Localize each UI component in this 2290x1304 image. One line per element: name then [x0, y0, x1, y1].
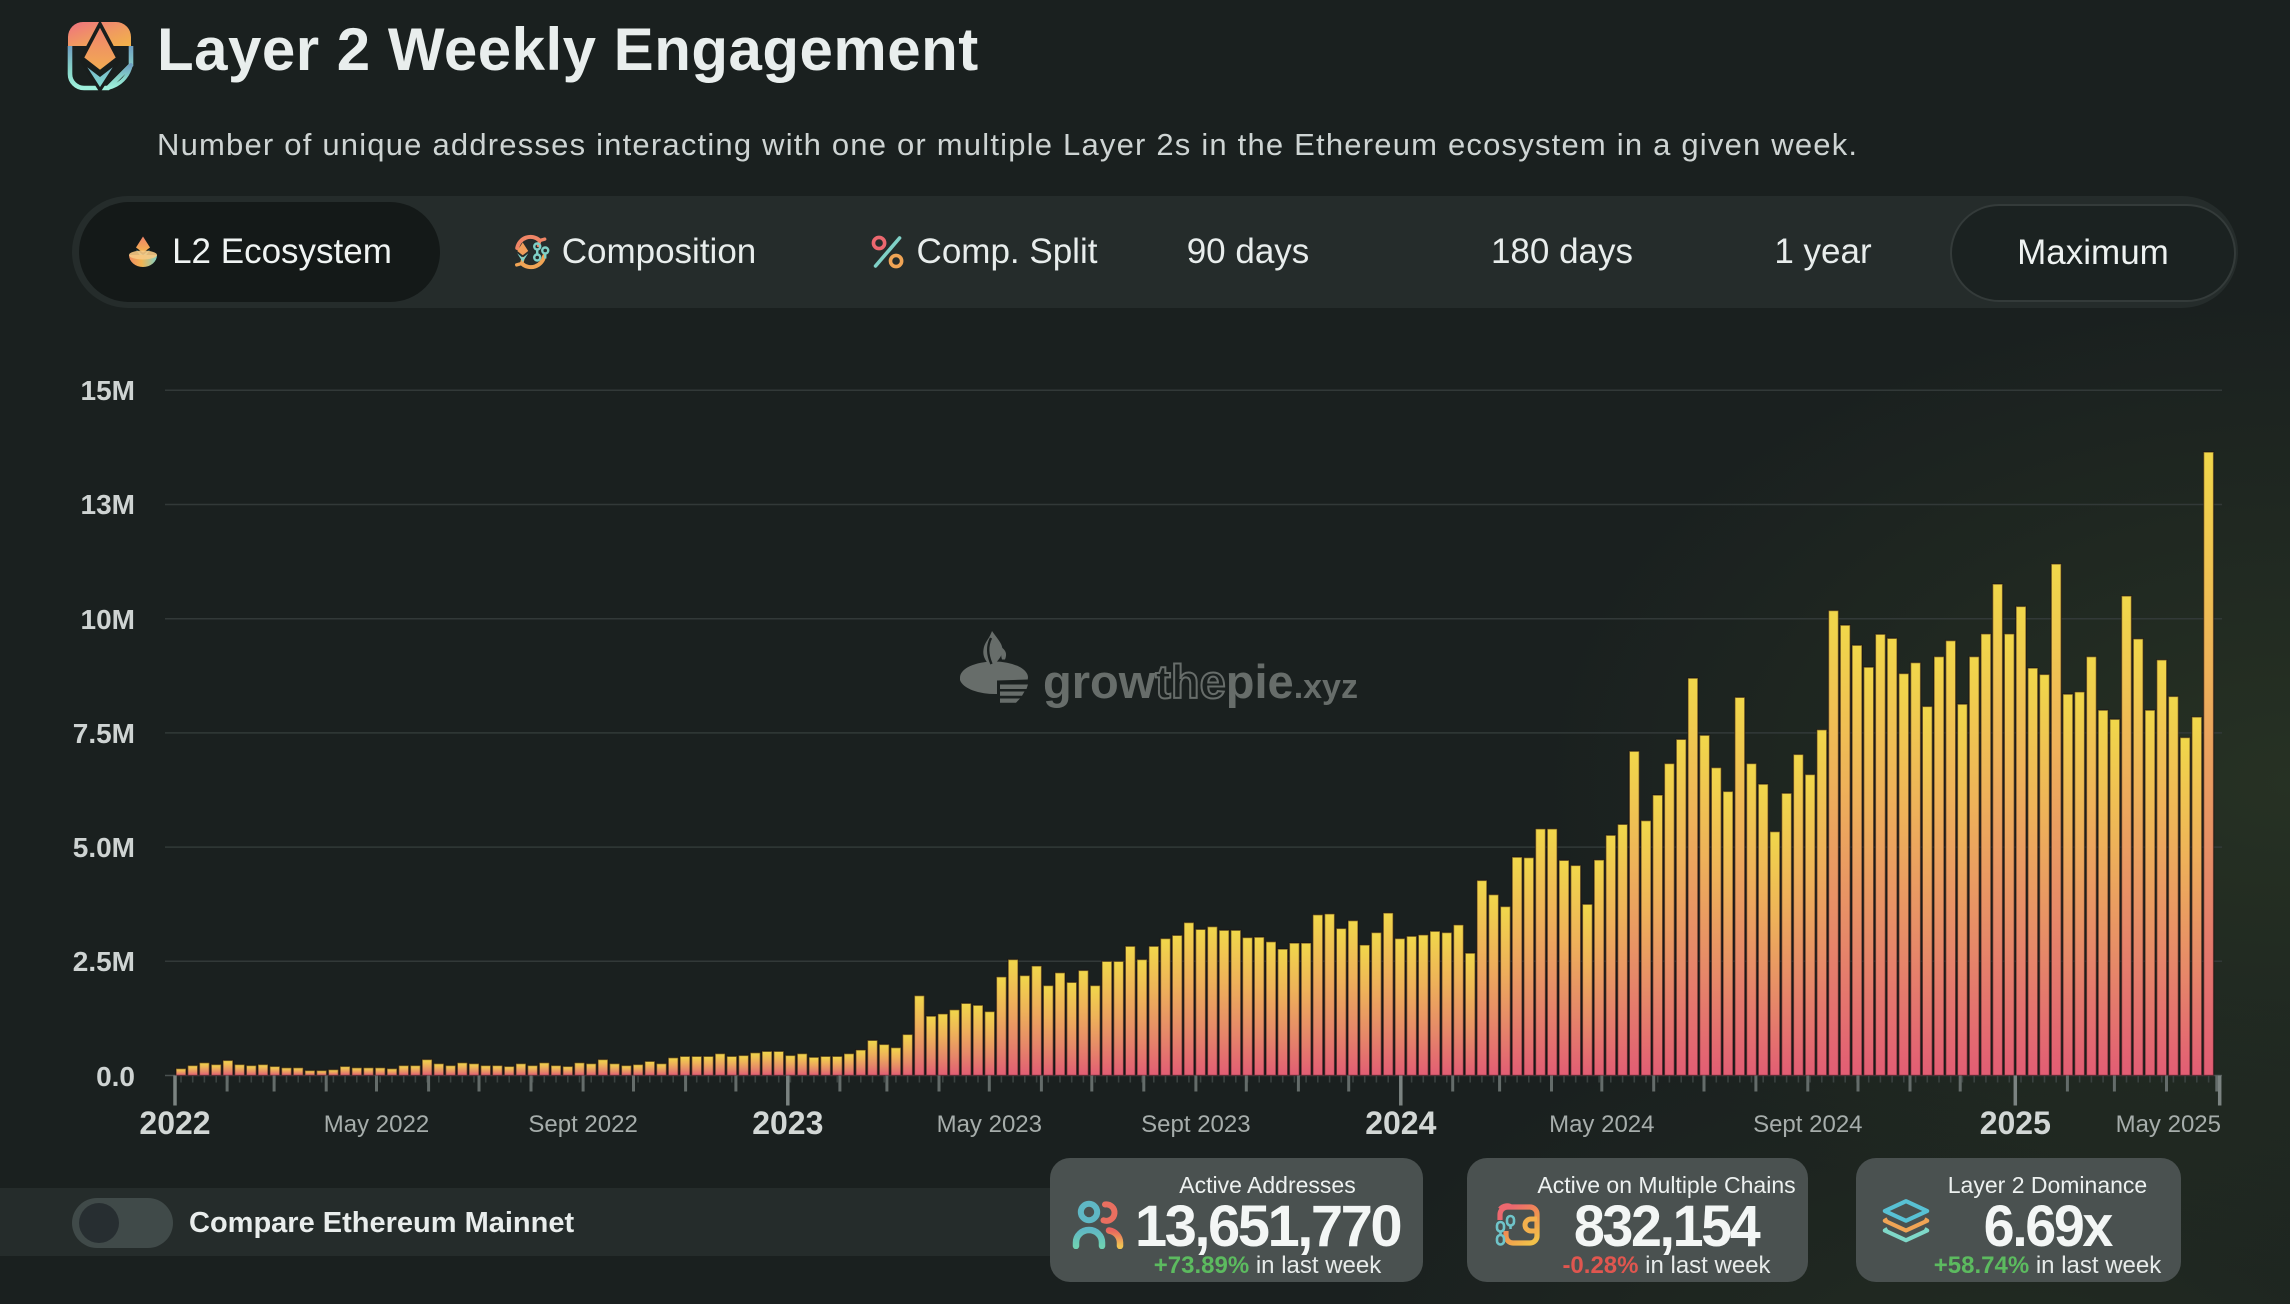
svg-text:10M: 10M [81, 604, 135, 635]
svg-text:Sept 2022: Sept 2022 [528, 1111, 637, 1138]
svg-text:2.5M: 2.5M [73, 946, 135, 977]
svg-text:7.5M: 7.5M [73, 718, 135, 749]
svg-text:May 2023: May 2023 [937, 1111, 1042, 1138]
svg-text:2025: 2025 [1980, 1105, 2051, 1141]
svg-text:May 2022: May 2022 [324, 1111, 429, 1138]
svg-text:Sept 2023: Sept 2023 [1141, 1111, 1250, 1138]
svg-text:5.0M: 5.0M [73, 832, 135, 863]
svg-text:May 2025: May 2025 [2116, 1111, 2221, 1138]
svg-text:0.0: 0.0 [96, 1061, 135, 1092]
svg-text:2022: 2022 [139, 1105, 210, 1141]
svg-text:2024: 2024 [1365, 1105, 1436, 1141]
svg-text:2023: 2023 [752, 1105, 823, 1141]
svg-text:May 2024: May 2024 [1549, 1111, 1654, 1138]
svg-text:15M: 15M [81, 375, 135, 406]
svg-text:13M: 13M [81, 489, 135, 520]
svg-text:Sept 2024: Sept 2024 [1753, 1111, 1862, 1138]
